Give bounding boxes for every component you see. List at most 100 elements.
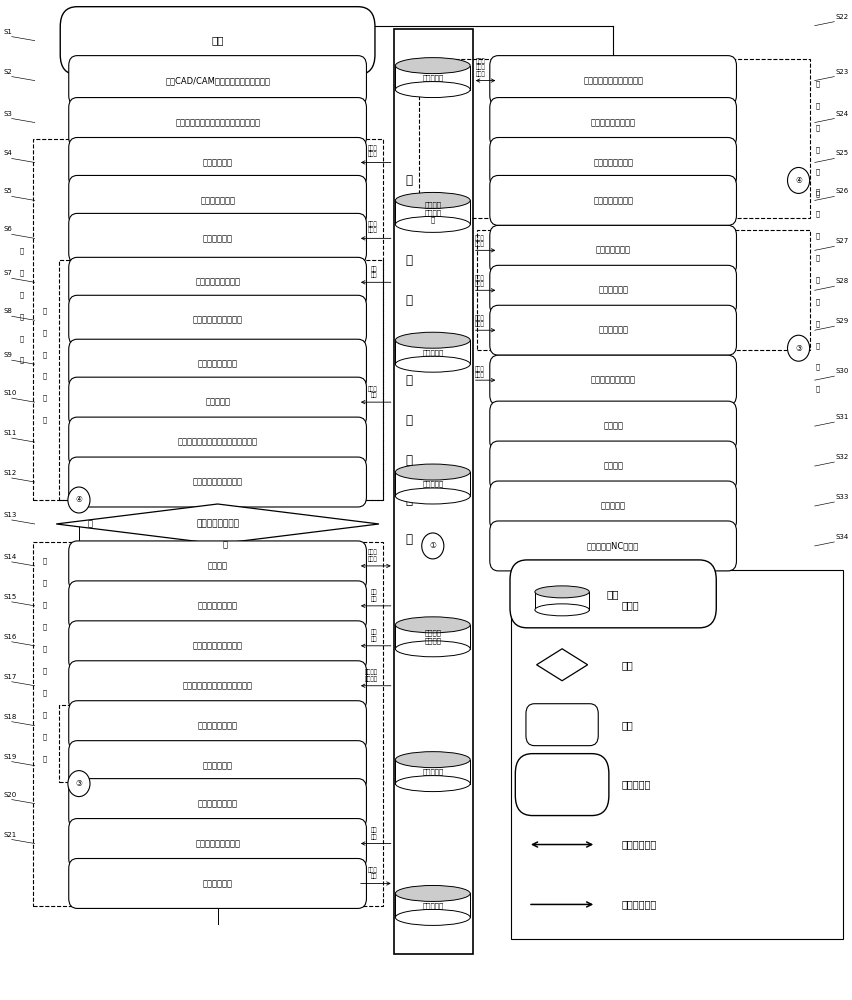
Text: 开始: 开始 (211, 36, 224, 46)
FancyBboxPatch shape (69, 859, 366, 908)
Text: S31: S31 (835, 414, 849, 420)
Text: 切削参数
优化准则: 切削参数 优化准则 (365, 670, 377, 682)
FancyBboxPatch shape (395, 625, 470, 649)
Text: S3: S3 (3, 111, 12, 117)
Text: S7: S7 (3, 270, 12, 276)
Text: 案: 案 (43, 624, 47, 630)
Ellipse shape (535, 604, 590, 616)
Text: 结束: 结束 (607, 589, 619, 599)
Text: 合: 合 (815, 298, 820, 305)
FancyBboxPatch shape (490, 481, 736, 531)
FancyBboxPatch shape (69, 175, 366, 225)
FancyBboxPatch shape (490, 521, 736, 571)
Text: 艺: 艺 (43, 580, 47, 586)
Ellipse shape (395, 216, 470, 232)
Text: 工艺方案自动生成: 工艺方案自动生成 (198, 721, 238, 730)
Text: 基于分层加工思想的广义槽特征识别: 基于分层加工思想的广义槽特征识别 (177, 438, 257, 447)
FancyBboxPatch shape (490, 305, 736, 355)
Text: 零件类型选取: 零件类型选取 (203, 158, 233, 167)
FancyBboxPatch shape (69, 819, 366, 868)
Ellipse shape (395, 58, 470, 74)
Text: 本: 本 (20, 313, 24, 320)
Text: 生: 生 (43, 689, 47, 696)
Text: 开始、结束: 开始、结束 (622, 780, 651, 790)
Text: S32: S32 (836, 454, 849, 460)
Text: 源: 源 (406, 294, 412, 307)
Ellipse shape (395, 192, 470, 208)
FancyBboxPatch shape (69, 295, 366, 345)
Text: 载入现有工艺方案: 载入现有工艺方案 (196, 519, 239, 528)
Text: 理: 理 (406, 533, 412, 546)
FancyBboxPatch shape (60, 7, 375, 75)
Text: 数据单向传递: 数据单向传递 (622, 899, 657, 909)
Text: ④: ④ (795, 176, 802, 185)
Text: 工: 工 (406, 174, 412, 187)
Ellipse shape (395, 752, 470, 768)
Text: 模: 模 (43, 307, 47, 314)
Text: 新方案
添加: 新方案 添加 (368, 867, 377, 879)
Text: 否: 否 (222, 540, 227, 549)
Text: 基: 基 (20, 291, 24, 298)
Text: 进入飞机结构件快速数控加工编程系统: 进入飞机结构件快速数控加工编程系统 (176, 118, 260, 127)
Text: 路径优
化准则: 路径优 化准则 (475, 275, 484, 287)
FancyBboxPatch shape (69, 138, 366, 187)
FancyBboxPatch shape (69, 377, 366, 427)
Text: 刀具几何参数自动选取: 刀具几何参数自动选取 (193, 641, 243, 650)
FancyBboxPatch shape (490, 401, 736, 451)
Text: 零: 零 (20, 247, 24, 254)
Text: 综: 综 (815, 276, 820, 283)
Text: 化: 化 (815, 342, 820, 349)
Circle shape (422, 533, 444, 559)
Text: S15: S15 (3, 594, 16, 600)
Circle shape (68, 771, 90, 797)
Text: S11: S11 (3, 430, 17, 436)
Text: S26: S26 (836, 188, 849, 194)
FancyBboxPatch shape (69, 213, 366, 263)
Text: 加工路径优化: 加工路径优化 (598, 286, 628, 295)
Text: S2: S2 (3, 69, 12, 75)
Text: S6: S6 (3, 226, 12, 232)
Text: 毛坏类型选取: 毛坏类型选取 (203, 234, 233, 243)
Text: S1: S1 (3, 29, 12, 35)
Text: 块: 块 (815, 386, 820, 392)
Text: 管: 管 (406, 494, 412, 507)
Text: 零件分
类信息: 零件分 类信息 (368, 145, 377, 157)
Text: S19: S19 (3, 754, 17, 760)
Text: 面类型识别: 面类型识别 (205, 398, 230, 407)
Polygon shape (56, 504, 379, 544)
FancyBboxPatch shape (490, 355, 736, 405)
Text: 刀具参数
及材料库: 刀具参数 及材料库 (424, 630, 441, 644)
Text: 序: 序 (815, 254, 820, 261)
Text: S25: S25 (836, 150, 849, 156)
Text: S22: S22 (836, 14, 849, 20)
Circle shape (68, 487, 90, 513)
Text: 刀具
参数: 刀具 参数 (371, 630, 377, 642)
FancyBboxPatch shape (490, 175, 736, 225)
Text: 基本工艺数据确定: 基本工艺数据确定 (198, 601, 238, 610)
Text: 加工操作树自动生成: 加工操作树自动生成 (590, 376, 636, 385)
FancyBboxPatch shape (395, 66, 470, 90)
FancyBboxPatch shape (69, 701, 366, 751)
Text: 方: 方 (43, 602, 47, 608)
Text: 粗加工分层优化: 粗加工分层优化 (596, 246, 630, 255)
Text: S20: S20 (3, 792, 16, 798)
Text: 其他资源库: 其他资源库 (423, 902, 443, 909)
Text: 加工仿真: 加工仿真 (603, 462, 623, 471)
Text: ③: ③ (76, 779, 83, 788)
FancyBboxPatch shape (395, 472, 470, 496)
Text: 工艺方案人工修正: 工艺方案人工修正 (198, 799, 238, 808)
Polygon shape (537, 649, 588, 681)
FancyBboxPatch shape (69, 457, 366, 507)
Ellipse shape (395, 82, 470, 98)
Text: 加工坐标系统定义: 加工坐标系统定义 (198, 360, 238, 369)
Text: 知识推理: 知识推理 (208, 561, 227, 570)
FancyBboxPatch shape (69, 541, 366, 591)
Text: 检查
准则: 检查 准则 (371, 827, 377, 840)
Ellipse shape (395, 641, 470, 657)
Text: 数控加工单元构建: 数控加工单元构建 (593, 196, 633, 205)
Text: 息: 息 (20, 357, 24, 363)
Text: 型: 型 (43, 329, 47, 336)
Text: 工件材料库: 工件材料库 (423, 349, 443, 356)
Ellipse shape (535, 586, 590, 598)
Text: 检测
规则: 检测 规则 (371, 266, 377, 278)
